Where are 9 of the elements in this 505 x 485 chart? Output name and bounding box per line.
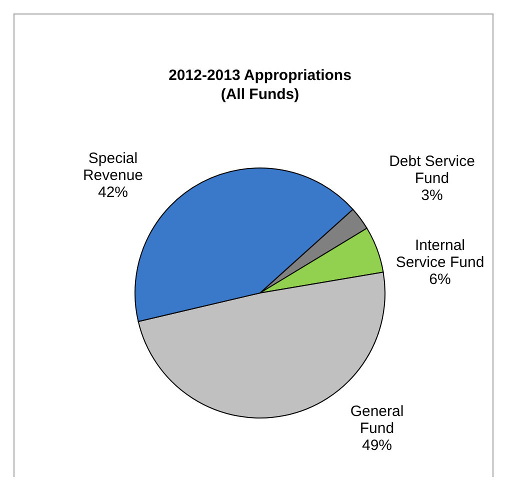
slice-label: Debt Service Fund <box>389 153 475 187</box>
data-label: 49% <box>362 437 392 454</box>
data-label: 3% <box>421 187 443 204</box>
data-label: 42% <box>98 184 128 201</box>
slice-label: General Fund <box>350 403 404 437</box>
chart-title: 2012-2013 Appropriations (All Funds) <box>168 67 352 103</box>
slice-label: Special Revenue <box>82 150 144 184</box>
slice-label: Internal Service Fund <box>396 237 484 271</box>
data-label: 6% <box>429 271 451 288</box>
